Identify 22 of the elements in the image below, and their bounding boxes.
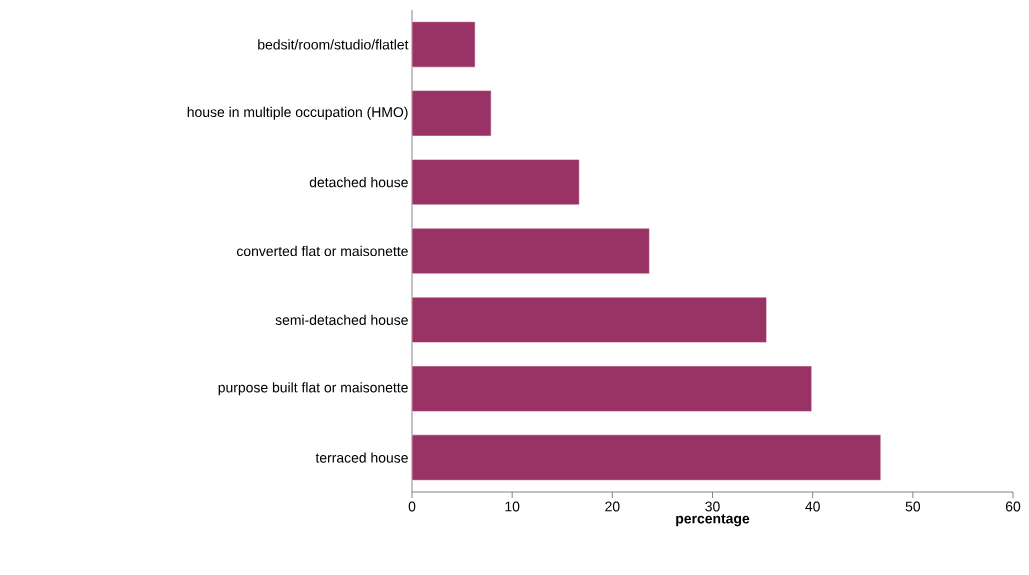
y-tick-label: house in multiple occupation (HMO) — [187, 106, 408, 120]
x-tick-label: 0 — [408, 501, 416, 512]
x-tick-label: 40 — [805, 501, 820, 512]
x-tick-label: 60 — [1005, 501, 1021, 512]
bar — [412, 434, 882, 481]
x-tick-label: 30 — [705, 501, 720, 512]
bar — [412, 365, 812, 412]
y-tick-label: purpose built flat or maisonette — [218, 382, 408, 396]
bar — [412, 296, 767, 343]
y-tick-label: converted flat or maisonette — [236, 245, 408, 257]
x-axis-title: percentage — [676, 514, 750, 527]
bar — [412, 90, 492, 137]
bar — [412, 21, 476, 68]
y-tick-label: bedsit/room/studio/flatlet — [258, 39, 409, 50]
bar — [412, 228, 650, 274]
x-tick-label: 50 — [905, 501, 921, 512]
x-tick-label: 20 — [605, 501, 620, 512]
y-tick-label: terraced house — [315, 452, 408, 463]
bar — [412, 159, 580, 206]
y-tick-label: detached house — [309, 177, 408, 188]
x-tick-label: 10 — [505, 501, 520, 512]
y-tick-label: semi-detached house — [275, 314, 408, 325]
